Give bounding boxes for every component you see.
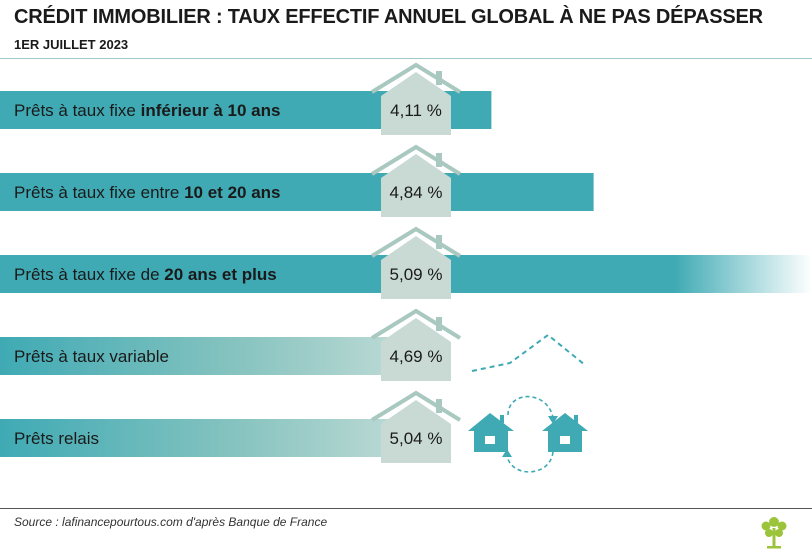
rate-value: 5,04 % [390, 429, 443, 448]
header-divider [0, 58, 812, 59]
row-label: Prêts relais [14, 429, 99, 448]
rate-bar [0, 173, 594, 211]
footer-divider [0, 508, 812, 509]
rate-value: 5,09 % [390, 265, 443, 284]
house-icon [370, 226, 462, 299]
row-label: Prêts à taux fixe inférieur à 10 ans [14, 101, 280, 120]
house-icon [370, 390, 462, 463]
row-label: Prêts à taux fixe de 20 ans et plus [14, 265, 277, 284]
rate-value: 4,84 % [390, 183, 443, 202]
bridge-loan-houses-icon [468, 395, 588, 473]
rate-chart: Prêts à taux fixe inférieur à 10 ans 4,11… [0, 62, 812, 473]
house-icon [370, 308, 462, 381]
house-icon [370, 62, 462, 135]
rate-value: 4,69 % [390, 347, 443, 366]
rate-value: 4,11 % [390, 101, 442, 120]
variable-rate-icon [471, 333, 586, 372]
chart-title: CRÉDIT IMMOBILIER : TAUX EFFECTIF ANNUEL… [14, 6, 763, 28]
rate-bar [0, 419, 440, 457]
rate-row: Prêts à taux fixe de 20 ans et plus 5,09 … [0, 226, 812, 299]
rate-row: Prêts à taux variable 4,69 % [0, 308, 462, 381]
rate-row: Prêts à taux fixe inférieur à 10 ans 4,11… [0, 62, 492, 135]
tree-logo-icon [761, 517, 787, 549]
source-note: Source : lafinancepourtous.com d'après B… [14, 515, 328, 529]
row-label: Prêts à taux fixe entre 10 et 20 ans [14, 183, 281, 202]
chart-date: 1ER JUILLET 2023 [14, 37, 129, 52]
row-label: Prêts à taux variable [14, 347, 169, 366]
rate-row: Prêts à taux fixe entre 10 et 20 ans 4,84… [0, 144, 594, 217]
rate-row: Prêts relais 5,04 % [0, 390, 462, 463]
house-icon [370, 144, 462, 217]
rate-bar [0, 337, 440, 375]
